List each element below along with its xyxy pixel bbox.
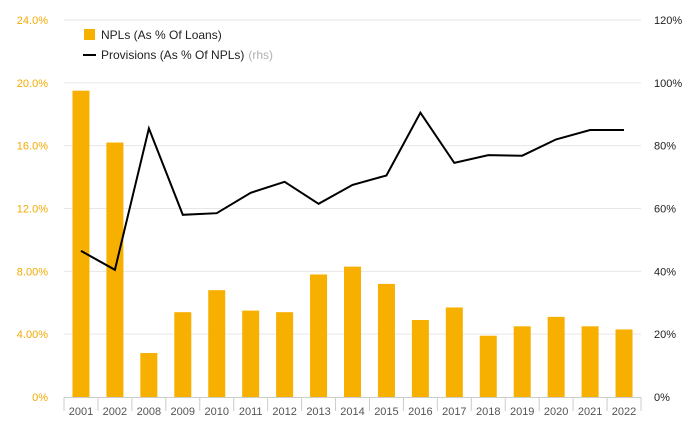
npl-bar-2017 bbox=[445, 307, 463, 397]
npl-bar-2019 bbox=[513, 326, 531, 397]
npl-bar-2012 bbox=[276, 312, 294, 397]
gridlines bbox=[64, 19, 641, 335]
y-left-tick-label: 8.00% bbox=[17, 266, 48, 278]
provisions-line-path bbox=[80, 110, 624, 272]
npl-bar-2018 bbox=[479, 335, 497, 397]
npl-bar-2020 bbox=[547, 316, 565, 397]
x-tick-label-2018: 2018 bbox=[476, 406, 500, 418]
npl-bars bbox=[72, 90, 633, 397]
x-tick-label-2010: 2010 bbox=[204, 406, 228, 418]
npl-bar-2016 bbox=[411, 320, 429, 397]
x-tick-label-2022: 2022 bbox=[612, 406, 636, 418]
x-tick-label-2016: 2016 bbox=[408, 406, 432, 418]
npl-bar-2010 bbox=[208, 290, 226, 397]
x-tick-label-2001: 2001 bbox=[69, 406, 93, 418]
y-right-tick-label: 0% bbox=[654, 392, 670, 404]
npl-bar-2011 bbox=[242, 310, 260, 397]
x-tick-label-2019: 2019 bbox=[510, 406, 534, 418]
npl-bar-2014 bbox=[344, 266, 361, 397]
x-tick-label-2020: 2020 bbox=[544, 406, 568, 418]
y-left-tick-label: 4.00% bbox=[17, 329, 48, 341]
npl-bar-2021 bbox=[581, 326, 599, 397]
legend-swatch-npls bbox=[84, 29, 95, 40]
y-left-tick-label: 16.0% bbox=[17, 141, 48, 153]
axes: 0% 0% 4.00% 20% 8.00% 40% 12.0% 60% 16.0% 80% 20.0… bbox=[17, 15, 683, 418]
legend-label-npls: NPLs (As % Of Loans) bbox=[101, 28, 222, 42]
y-left-tick-label: 20.0% bbox=[17, 78, 48, 90]
legend: NPLs (As % Of Loans) Provisions (As % Of… bbox=[83, 28, 273, 62]
npl-bar-2013 bbox=[310, 274, 328, 397]
x-tick-label-2015: 2015 bbox=[374, 406, 398, 418]
x-tick-label-2009: 2009 bbox=[171, 406, 195, 418]
x-tick-label-2021: 2021 bbox=[578, 406, 602, 418]
y-left-tick-label: 12.0% bbox=[17, 204, 48, 216]
npl-bar-2001 bbox=[72, 90, 90, 397]
x-tick-label-2002: 2002 bbox=[103, 406, 127, 418]
y-right-tick-label: 20% bbox=[654, 329, 676, 341]
x-tick-label-2013: 2013 bbox=[306, 406, 330, 418]
npl-bar-2022 bbox=[615, 329, 633, 397]
y-right-tick-label: 100% bbox=[654, 78, 682, 90]
provisions-line bbox=[80, 110, 625, 272]
y-right-tick-label: 80% bbox=[654, 141, 676, 153]
y-right-tick-label: 60% bbox=[654, 204, 676, 216]
x-tick-label-2017: 2017 bbox=[442, 406, 466, 418]
npl-bar-2015 bbox=[377, 283, 395, 397]
legend-label-provisions: Provisions (As % Of NPLs) (rhs) bbox=[101, 48, 273, 62]
y-left-tick-label: 24.0% bbox=[17, 15, 48, 27]
y-left-tick-label: 0% bbox=[32, 392, 48, 404]
x-tick-label-2014: 2014 bbox=[340, 406, 364, 418]
y-right-tick-label: 40% bbox=[654, 266, 676, 278]
x-tick-label-2012: 2012 bbox=[272, 406, 296, 418]
legend-label-provisions-text: Provisions (As % Of NPLs) bbox=[101, 48, 244, 62]
x-tick-label-2011: 2011 bbox=[239, 406, 263, 418]
y-right-tick-label: 120% bbox=[654, 15, 682, 27]
npl-bar-2009 bbox=[174, 312, 192, 397]
npl-bar-2008 bbox=[140, 353, 158, 397]
legend-label-provisions-note: (rhs) bbox=[248, 48, 273, 62]
x-tick-label-2008: 2008 bbox=[137, 406, 161, 418]
